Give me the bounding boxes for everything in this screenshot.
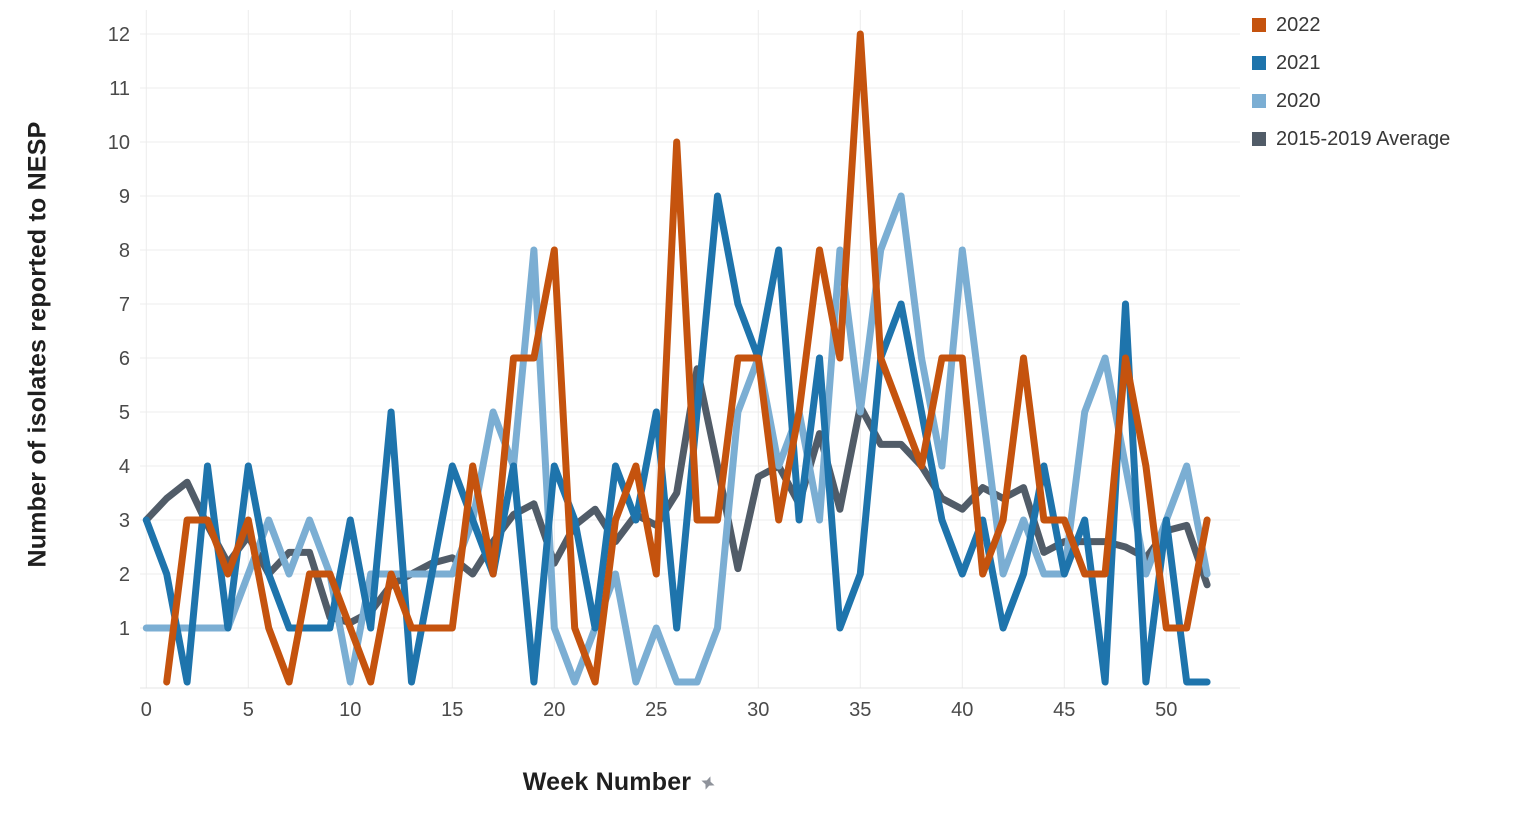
y-tick-label: 5 xyxy=(119,402,130,424)
legend-label: 2015-2019 Average xyxy=(1276,127,1451,150)
legend-swatch xyxy=(1252,56,1266,70)
x-tick-label: 25 xyxy=(645,699,667,721)
legend: 2022 2021 2020 2015-2019 Average xyxy=(1252,6,1450,158)
x-tick-label: 30 xyxy=(747,699,769,721)
x-tick-label: 20 xyxy=(543,699,565,721)
legend-item-2021[interactable]: 2021 xyxy=(1252,44,1450,82)
y-tick-label: 7 xyxy=(119,294,130,316)
x-tick-label: 40 xyxy=(951,699,973,721)
legend-item-2015-2019-average[interactable]: 2015-2019 Average xyxy=(1252,120,1450,158)
y-tick-label: 12 xyxy=(108,24,130,46)
x-tick-label: 10 xyxy=(339,699,361,721)
y-tick-label: 10 xyxy=(108,132,130,154)
series-line-2021[interactable] xyxy=(142,192,1211,686)
legend-swatch xyxy=(1252,132,1266,146)
x-tick-label: 50 xyxy=(1155,699,1177,721)
x-axis-title: Week Number xyxy=(522,768,692,796)
legend-swatch xyxy=(1252,94,1266,108)
y-axis-title: Number of isolates reported to NESP xyxy=(23,121,52,568)
legend-swatch xyxy=(1252,18,1266,32)
x-axis-title-wrap: Week Number xyxy=(0,768,1240,797)
y-tick-label: 1 xyxy=(119,618,130,640)
pin-icon[interactable] xyxy=(699,774,717,792)
x-tick-label: 0 xyxy=(141,699,152,721)
legend-item-2022[interactable]: 2022 xyxy=(1252,6,1450,44)
x-tick-label: 15 xyxy=(441,699,463,721)
y-tick-label: 2 xyxy=(119,564,130,586)
legend-item-2020[interactable]: 2020 xyxy=(1252,82,1450,120)
y-tick-label: 4 xyxy=(119,456,130,478)
x-tick-label: 45 xyxy=(1053,699,1075,721)
y-tick-label: 9 xyxy=(119,186,130,208)
y-tick-label: 3 xyxy=(119,510,130,532)
legend-label: 2020 xyxy=(1276,89,1321,112)
legend-label: 2022 xyxy=(1276,13,1321,36)
series-line-2022[interactable] xyxy=(163,30,1211,686)
y-tick-label: 6 xyxy=(119,348,130,370)
y-tick-label: 11 xyxy=(109,78,130,100)
y-tick-label: 8 xyxy=(119,240,130,262)
x-tick-label: 35 xyxy=(849,699,871,721)
series-line-2015-2019-average[interactable] xyxy=(142,365,1211,627)
x-tick-label: 5 xyxy=(243,699,254,721)
legend-label: 2021 xyxy=(1276,51,1321,74)
